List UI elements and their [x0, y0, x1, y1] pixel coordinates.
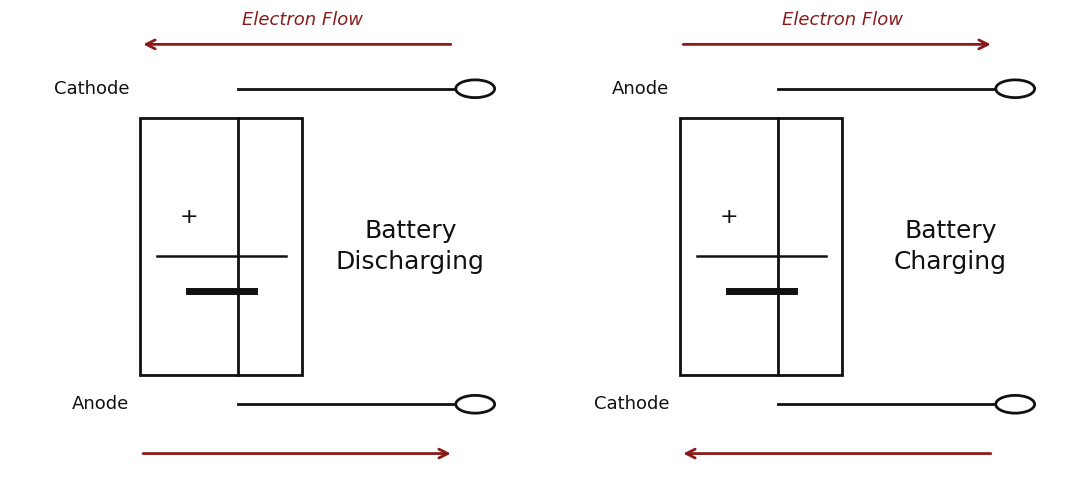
Text: Battery
Charging: Battery Charging [894, 219, 1007, 274]
Text: +: + [179, 207, 199, 227]
Bar [140, 118, 302, 375]
Circle shape [996, 395, 1035, 413]
Circle shape [996, 80, 1035, 98]
Text: Battery
Discharging: Battery Discharging [336, 219, 485, 274]
Text: Anode: Anode [612, 80, 670, 98]
Circle shape [456, 80, 495, 98]
Bar [680, 118, 842, 375]
Circle shape [456, 395, 495, 413]
Text: Anode: Anode [72, 395, 130, 413]
Text: Electron Flow: Electron Flow [782, 11, 903, 29]
Text: +: + [719, 207, 739, 227]
Text: Cathode: Cathode [594, 395, 670, 413]
Text: Cathode: Cathode [54, 80, 130, 98]
Text: Electron Flow: Electron Flow [242, 11, 363, 29]
